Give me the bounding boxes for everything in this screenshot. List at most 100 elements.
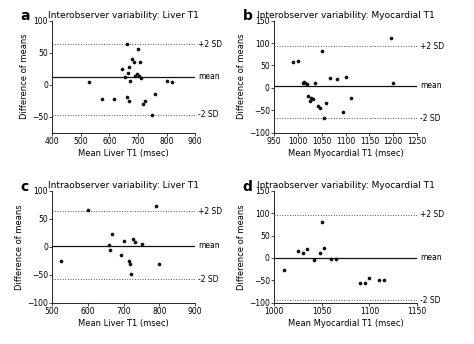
Text: +2 SD: +2 SD [420,210,444,219]
Point [305,93,312,99]
Point [323,101,330,106]
Point [123,41,131,46]
Point [131,239,139,245]
Point [155,261,163,266]
Point [347,95,355,100]
Point [127,271,135,276]
Text: -2 SD: -2 SD [420,296,440,305]
Text: -2 SD: -2 SD [420,114,440,123]
Point [332,256,340,261]
Point [125,98,132,103]
Point [57,258,65,264]
Point [137,75,145,81]
Point [134,47,142,52]
Point [127,261,134,266]
Y-axis label: Difference of means: Difference of means [237,204,246,290]
Point [118,66,126,72]
Point [320,245,328,251]
Title: Interobserver variability: Myocardial T1: Interobserver variability: Myocardial T1 [257,11,435,20]
Point [128,56,136,62]
Point [365,275,373,281]
Point [130,60,137,65]
Y-axis label: Difference of means: Difference of means [237,34,246,119]
Point [163,79,171,84]
Point [125,258,133,264]
Point [320,116,328,121]
Point [138,241,146,247]
Point [106,242,113,248]
Point [117,252,125,258]
Point [375,278,383,283]
Point [129,237,137,242]
Title: Intraobserver variability: Liver T1: Intraobserver variability: Liver T1 [48,181,199,190]
Point [280,268,287,273]
Point [141,98,149,103]
Point [124,70,132,76]
Title: Intraobserver variability: Myocardial T1: Intraobserver variability: Myocardial T1 [256,181,435,190]
Point [294,58,301,64]
Point [107,247,114,252]
Point [356,280,364,285]
Point [303,246,311,252]
Text: a: a [21,9,30,23]
Point [327,75,334,81]
Point [306,98,314,104]
Point [137,60,144,65]
Text: -2 SD: -2 SD [198,275,219,284]
Point [136,73,143,78]
Point [99,97,106,102]
Point [310,257,318,263]
Title: Interobserver variability: Liver T1: Interobserver variability: Liver T1 [48,11,199,20]
Point [312,80,319,86]
Point [148,112,155,118]
Point [133,72,140,77]
Point [361,280,368,285]
Point [308,95,315,100]
Point [299,80,306,86]
Point [289,60,297,65]
Point [126,64,133,69]
Point [123,95,130,100]
Text: mean: mean [420,81,442,90]
Text: mean: mean [198,241,220,250]
Point [342,74,349,79]
Point [300,79,307,84]
Point [390,80,397,86]
Point [303,82,311,87]
Y-axis label: Difference of means: Difference of means [15,204,24,290]
Point [301,80,309,86]
Y-axis label: Difference of means: Difference of means [20,34,29,119]
Text: d: d [243,180,252,194]
Point [169,79,176,85]
Point [299,251,306,256]
Text: mean: mean [198,73,220,82]
Point [139,101,147,107]
Text: c: c [21,180,29,194]
Point [131,73,138,78]
Point [84,208,91,213]
Point [314,103,322,108]
Point [339,110,347,115]
Point [380,278,388,283]
Point [317,105,324,111]
Point [387,35,395,40]
Text: mean: mean [420,254,442,262]
Point [127,79,134,84]
Point [318,49,326,54]
Point [120,238,128,244]
Point [328,256,335,261]
Point [121,74,129,80]
X-axis label: Mean Myocardial T1 (msec): Mean Myocardial T1 (msec) [288,149,403,158]
Point [333,76,341,82]
Point [310,96,317,102]
Text: +2 SD: +2 SD [198,40,222,49]
Point [151,92,158,97]
Text: +2 SD: +2 SD [420,42,444,51]
Point [109,232,116,237]
Point [294,248,301,254]
Point [318,219,326,225]
X-axis label: Mean Liver T1 (msec): Mean Liver T1 (msec) [78,149,169,158]
Point [86,79,93,85]
X-axis label: Mean Liver T1 (msec): Mean Liver T1 (msec) [78,319,169,328]
Text: -2 SD: -2 SD [198,110,219,119]
